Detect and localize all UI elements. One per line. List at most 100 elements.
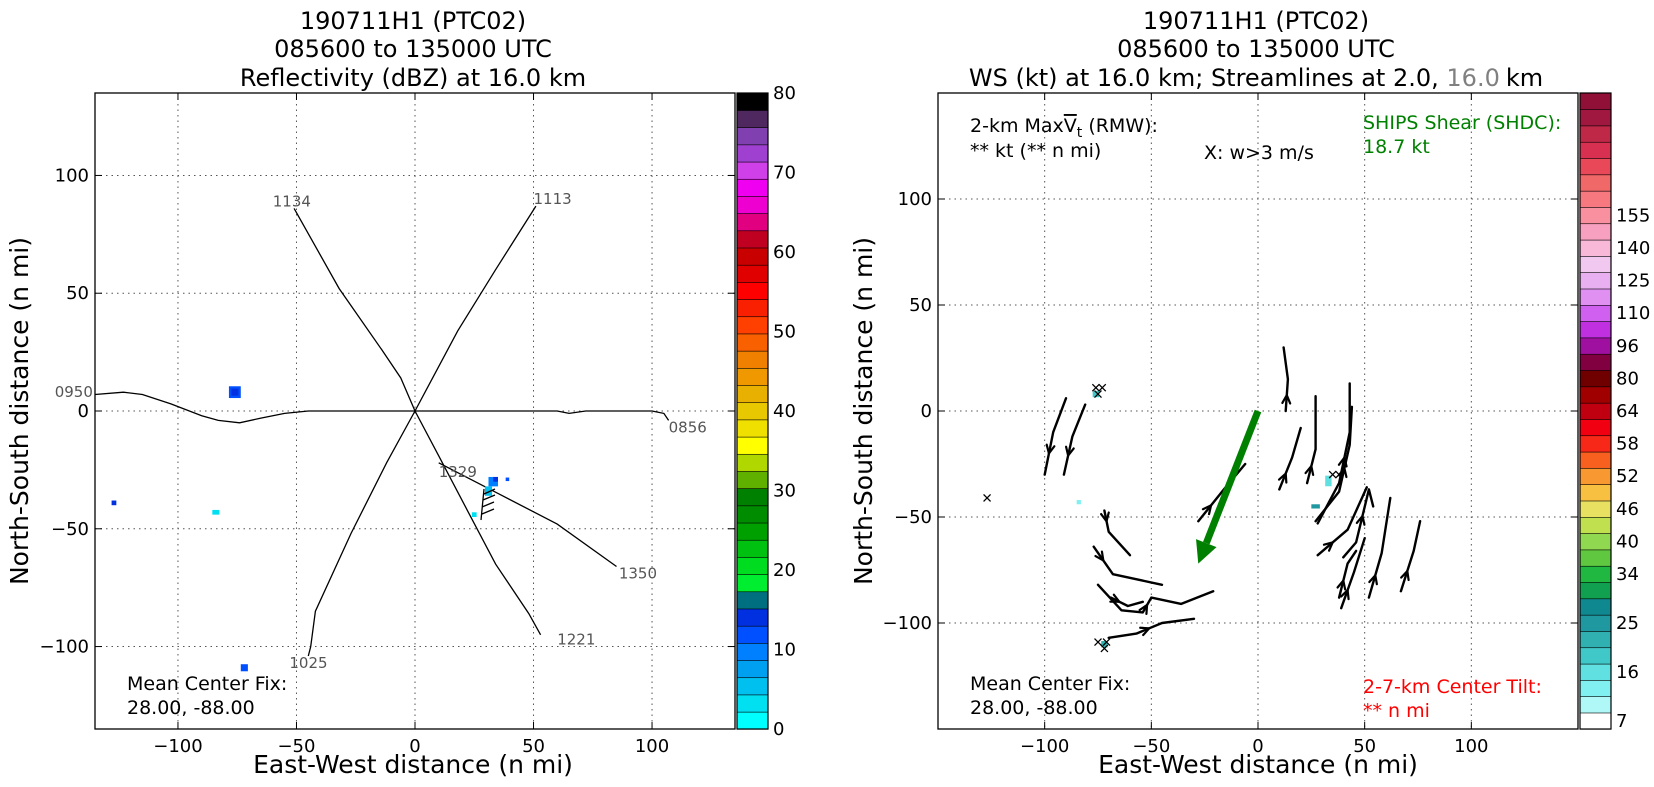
shear-label: SHIPS Shear (SHDC): bbox=[1363, 112, 1561, 134]
colorbar-swatch bbox=[1579, 206, 1612, 225]
right-w-marks bbox=[983, 383, 1344, 653]
shear-vector-arrow-icon bbox=[1196, 539, 1217, 564]
max-vt-symbol: V bbox=[1064, 115, 1077, 137]
echo-cell bbox=[505, 477, 510, 482]
colorbar-swatch bbox=[736, 281, 769, 300]
colorbar-swatch bbox=[1579, 109, 1612, 127]
right-title-line3-gray: 16.0 bbox=[1446, 64, 1499, 92]
w-mark-x-icon bbox=[1094, 638, 1102, 647]
colorbar-swatch bbox=[1579, 125, 1612, 143]
echo-cell bbox=[111, 500, 117, 506]
max-vt-label-suffix: (RMW): bbox=[1082, 115, 1158, 137]
echo-cell bbox=[212, 509, 220, 515]
right-title-line3-unit: km bbox=[1506, 64, 1543, 92]
colorbar-tick-label: 40 bbox=[1616, 531, 1639, 552]
colorbar-swatch bbox=[1579, 679, 1612, 697]
w-mark-x-icon bbox=[1098, 383, 1107, 392]
colorbar-swatch bbox=[1579, 353, 1612, 371]
streamline bbox=[1337, 549, 1358, 599]
colorbar-swatch bbox=[1579, 288, 1612, 306]
colorbar-swatch bbox=[736, 195, 769, 214]
colorbar-tick-label: 140 bbox=[1616, 238, 1650, 259]
flight-track-end-label: 0856 bbox=[669, 418, 707, 436]
left-xtick-label: 0 bbox=[409, 736, 420, 757]
right-xtick-label: 50 bbox=[1353, 736, 1376, 757]
colorbar-swatch bbox=[736, 591, 769, 610]
wind-speed-cell bbox=[1076, 500, 1081, 505]
streamline-arrow-icon bbox=[1201, 503, 1213, 516]
colorbar-tick-label: 20 bbox=[773, 560, 796, 581]
w-mark-x-icon bbox=[1094, 390, 1102, 398]
left-xtick-label: 50 bbox=[522, 736, 545, 757]
colorbar-frame bbox=[736, 92, 769, 730]
streamline bbox=[1316, 382, 1351, 525]
left-center-fix-label: Mean Center Fix: bbox=[127, 673, 287, 695]
right-ws-cells bbox=[1076, 390, 1332, 648]
streamline-arrow-icon bbox=[1100, 511, 1110, 524]
echo-cell bbox=[493, 476, 498, 482]
max-vt-label-prefix: 2-km Max bbox=[970, 115, 1064, 137]
streamline-arrow-icon bbox=[1336, 578, 1347, 591]
left-colorbar: 0 10 20 30 40 50 60 70 80 bbox=[736, 83, 796, 740]
streamline bbox=[1305, 395, 1317, 485]
colorbar-swatch bbox=[1579, 190, 1612, 208]
w-mark-x-icon bbox=[983, 493, 992, 502]
max-vt-value: ** kt (** n mi) bbox=[970, 140, 1101, 162]
left-title-line2: 085600 to 135000 UTC bbox=[274, 35, 552, 63]
colorbar-swatch bbox=[736, 436, 769, 455]
colorbar-swatch bbox=[736, 127, 769, 146]
colorbar-tick-label: 46 bbox=[1616, 499, 1639, 520]
right-ytick-label: −50 bbox=[894, 507, 932, 528]
left-ytick-label: 100 bbox=[55, 165, 89, 186]
left-y-ticks: −100 −50 0 50 100 bbox=[40, 165, 735, 658]
colorbar-swatch bbox=[736, 316, 769, 335]
colorbar-tick-label: 125 bbox=[1616, 271, 1650, 292]
colorbar-tick-label: 34 bbox=[1616, 564, 1639, 585]
colorbar-tick-label: 110 bbox=[1616, 303, 1650, 324]
colorbar-swatch bbox=[736, 505, 769, 524]
colorbar-swatch bbox=[736, 161, 769, 180]
right-title-line1: 190711H1 (PTC02) bbox=[1143, 7, 1369, 35]
right-ytick-label: −100 bbox=[883, 613, 932, 634]
echo-cell bbox=[471, 512, 477, 517]
echo-cell bbox=[484, 486, 493, 496]
left-flight-tracks: 1134 1221 1113 1025 0950 0856 1329 1350 bbox=[55, 190, 707, 672]
colorbar-swatch bbox=[1579, 663, 1612, 681]
colorbar-tick-label: 25 bbox=[1616, 613, 1639, 634]
colorbar-swatch bbox=[736, 642, 769, 661]
left-ytick-label: −50 bbox=[51, 519, 89, 540]
left-panel: 190711H1 (PTC02) 085600 to 135000 UTC Re… bbox=[5, 7, 796, 779]
colorbar-swatch bbox=[1579, 402, 1612, 420]
streamline-arrow-icon bbox=[1045, 443, 1056, 456]
colorbar-swatch bbox=[1579, 614, 1612, 632]
colorbar-swatch bbox=[1579, 141, 1612, 159]
w-mark-x-icon bbox=[1091, 383, 1100, 392]
colorbar-swatch bbox=[736, 350, 769, 369]
colorbar-swatch bbox=[1579, 533, 1612, 551]
colorbar-swatch bbox=[1579, 549, 1612, 567]
flight-track-start-label: 0950 bbox=[55, 383, 93, 401]
echo-cell bbox=[231, 388, 239, 396]
colorbar-swatch bbox=[736, 367, 769, 386]
flight-track-end-label: 1025 bbox=[289, 654, 327, 672]
colorbar-tick-label: 70 bbox=[773, 163, 796, 184]
wind-speed-cell bbox=[1311, 504, 1320, 509]
colorbar-swatch bbox=[1579, 369, 1612, 388]
colorbar-swatch bbox=[1579, 467, 1612, 485]
colorbar-swatch bbox=[736, 453, 769, 472]
colorbar-tick-label: 50 bbox=[773, 322, 796, 343]
colorbar-swatch bbox=[736, 659, 769, 679]
streamline-arrow-icon bbox=[1139, 626, 1152, 637]
streamline bbox=[1342, 488, 1375, 559]
w-legend: X: w>3 m/s bbox=[1204, 142, 1314, 164]
colorbar-swatch bbox=[736, 573, 769, 593]
colorbar-swatch bbox=[736, 625, 769, 644]
right-title-line3: WS (kt) at 16.0 km; Streamlines at 2.0, … bbox=[969, 64, 1543, 92]
colorbar-swatch bbox=[736, 694, 769, 713]
colorbar-tick-label: 52 bbox=[1616, 466, 1639, 487]
left-xtick-label: 100 bbox=[635, 736, 669, 757]
colorbar-swatch bbox=[1579, 337, 1612, 355]
right-title-line3-main: WS (kt) at 16.0 km; Streamlines at 2.0, bbox=[969, 64, 1439, 92]
w-mark-x-icon bbox=[1100, 644, 1109, 653]
